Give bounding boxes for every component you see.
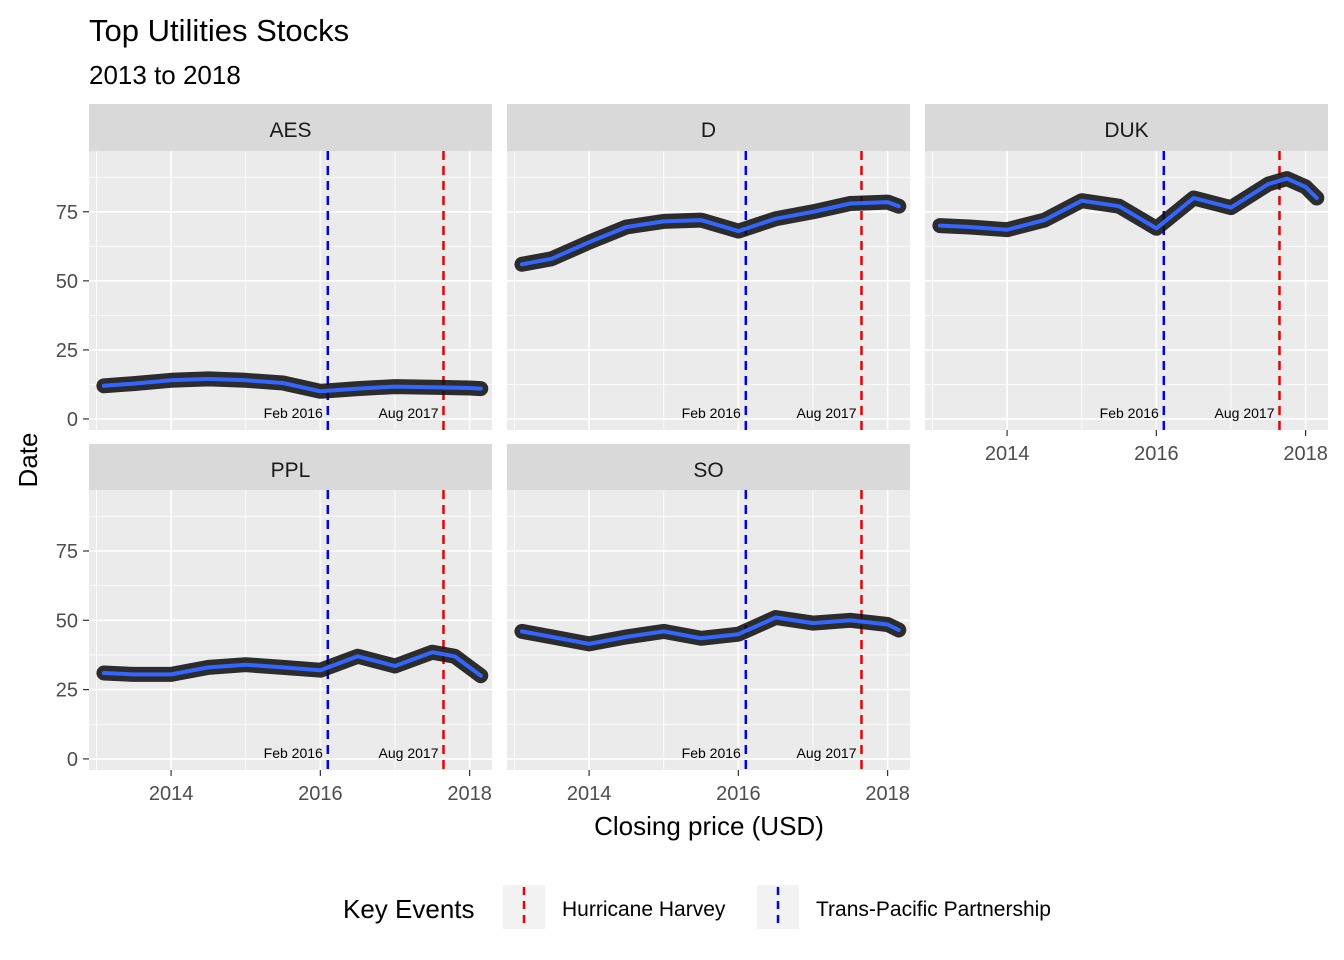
legend-title: Key Events — [343, 894, 475, 924]
smooth-line — [101, 376, 483, 394]
strip-label: PPL — [271, 459, 311, 482]
smooth-line — [519, 615, 901, 646]
x-tick-label: 2018 — [865, 783, 910, 805]
facet-panels: AES Feb 2016 Aug 2017 0 25 50 75 D Feb 2016 Aug 2… — [56, 104, 1328, 805]
event-label-feb-2016: Feb 2016 — [264, 745, 323, 761]
y-tick-label: 50 — [56, 271, 78, 293]
panel-ppl: PPL Feb 2016 Aug 2017 0 25 50 75 2014 2016 2018 — [56, 444, 492, 805]
event-label-feb-2016: Feb 2016 — [682, 745, 741, 761]
strip-label: DUK — [1104, 119, 1148, 142]
smooth-line — [519, 200, 901, 267]
legend-label-hurricane-harvey: Hurricane Harvey — [562, 898, 726, 921]
x-tick-label: 2016 — [716, 783, 761, 805]
y-tick-label: 0 — [67, 749, 78, 771]
x-tick-label: 2018 — [1283, 443, 1328, 465]
smooth-line — [101, 650, 483, 678]
strip-background — [507, 104, 910, 151]
event-label-aug-2017: Aug 2017 — [379, 405, 439, 421]
x-tick-label: 2014 — [149, 783, 194, 805]
x-tick-label: 2014 — [985, 443, 1030, 465]
event-label-aug-2017: Aug 2017 — [1215, 405, 1275, 421]
y-tick-label: 0 — [67, 409, 78, 431]
panel-background — [89, 490, 492, 770]
y-axis-title: Date — [13, 433, 43, 488]
strip-label: D — [701, 119, 716, 142]
event-label-aug-2017: Aug 2017 — [797, 745, 857, 761]
event-label-feb-2016: Feb 2016 — [264, 405, 323, 421]
strip-label: AES — [269, 119, 311, 142]
x-tick-label: 2016 — [298, 783, 343, 805]
event-label-aug-2017: Aug 2017 — [797, 405, 857, 421]
event-label-feb-2016: Feb 2016 — [682, 405, 741, 421]
x-tick-label: 2016 — [1134, 443, 1179, 465]
strip-background — [507, 444, 910, 490]
chart-subtitle: 2013 to 2018 — [89, 60, 241, 90]
x-axis-title: Closing price (USD) — [594, 811, 824, 841]
panel-background — [507, 151, 910, 430]
panel-so: SO Feb 2016 Aug 2017 2014 2016 2018 — [507, 444, 910, 805]
x-tick-label: 2014 — [567, 783, 612, 805]
smooth-line — [937, 176, 1319, 232]
chart-title: Top Utilities Stocks — [89, 13, 349, 48]
strip-background — [925, 104, 1328, 151]
y-tick-label: 25 — [56, 680, 78, 702]
panel-duk: DUK Feb 2016 Aug 2017 2014 2016 2018 — [925, 104, 1328, 465]
strip-background — [89, 444, 492, 490]
y-tick-label: 50 — [56, 610, 78, 632]
panel-d: D Feb 2016 Aug 2017 — [507, 104, 910, 430]
legend-label-trans-pacific-partnership: Trans-Pacific Partnership — [816, 898, 1051, 921]
strip-label: SO — [693, 459, 723, 482]
y-tick-label: 75 — [56, 541, 78, 563]
y-tick-label: 25 — [56, 340, 78, 362]
legend: Key Events Hurricane Harvey Trans-Pacifi… — [343, 885, 1051, 929]
event-label-feb-2016: Feb 2016 — [1100, 405, 1159, 421]
event-label-aug-2017: Aug 2017 — [379, 745, 439, 761]
strip-background — [89, 104, 492, 151]
x-tick-label: 2018 — [447, 783, 492, 805]
panel-aes: AES Feb 2016 Aug 2017 0 25 50 75 — [56, 104, 492, 431]
y-tick-label: 75 — [56, 202, 78, 224]
